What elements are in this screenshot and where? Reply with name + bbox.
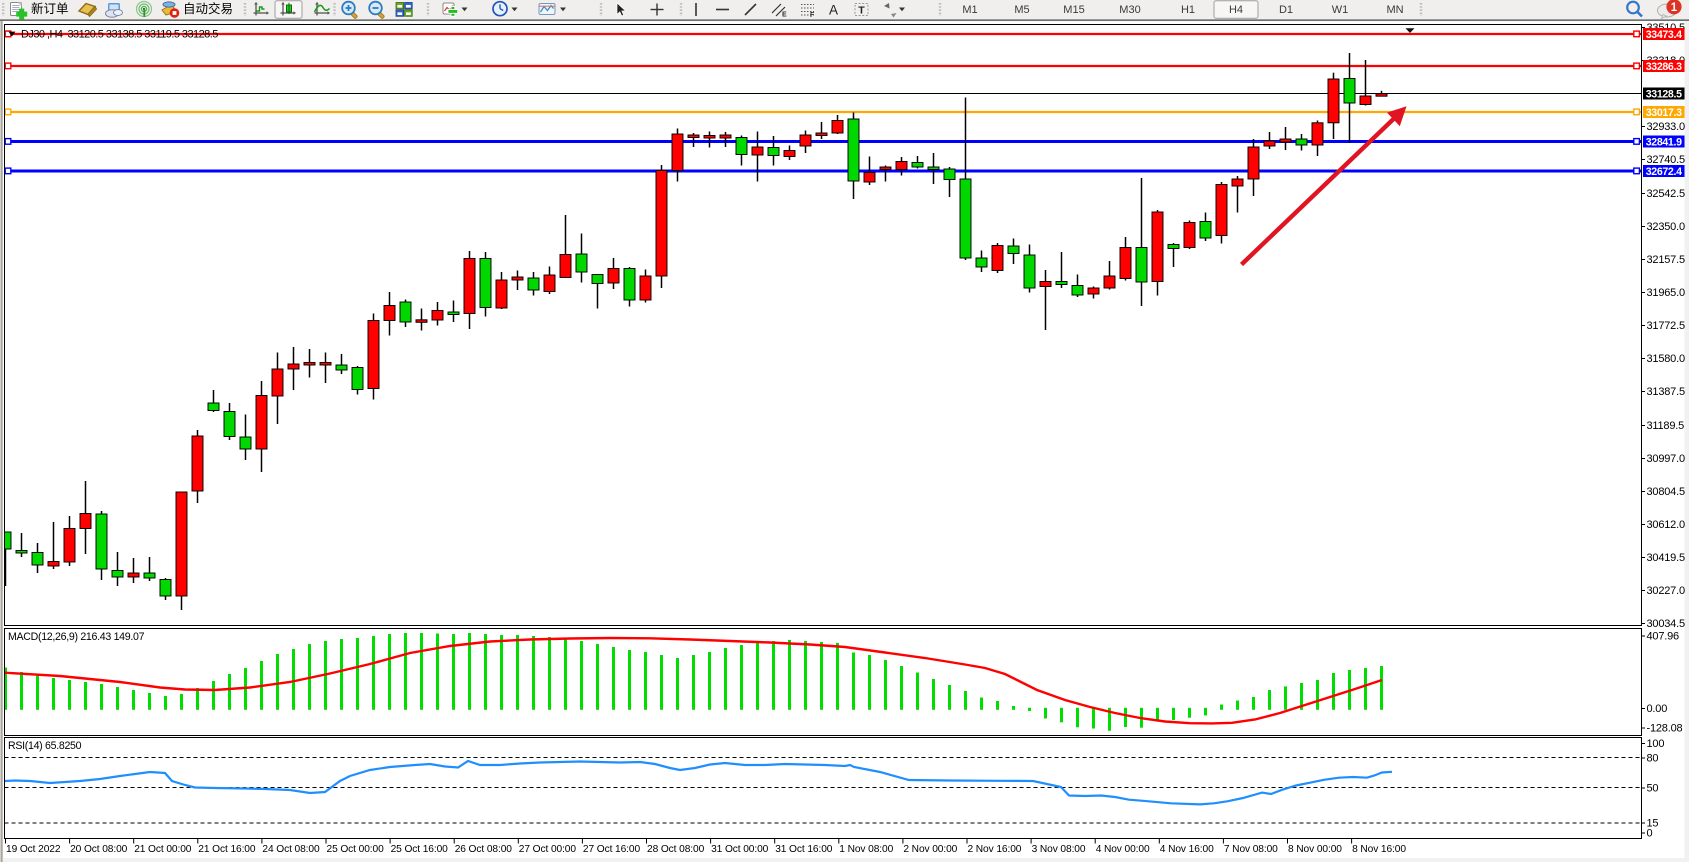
svg-text:21 Oct 00:00: 21 Oct 00:00 xyxy=(134,844,192,855)
svg-text:30997.0: 30997.0 xyxy=(1647,453,1685,465)
svg-text:31772.5: 31772.5 xyxy=(1647,320,1685,332)
svg-text:30419.5: 30419.5 xyxy=(1647,552,1685,564)
svg-text:32672.4: 32672.4 xyxy=(1646,166,1682,178)
svg-text:25 Oct 00:00: 25 Oct 00:00 xyxy=(327,844,385,855)
svg-text:A: A xyxy=(829,3,838,18)
svg-text:33128.5: 33128.5 xyxy=(1646,89,1682,101)
svg-text:32157.5: 32157.5 xyxy=(1647,254,1685,266)
svg-text:20 Oct 08:00: 20 Oct 08:00 xyxy=(70,844,128,855)
svg-text:15: 15 xyxy=(1647,818,1659,830)
svg-text:3 Nov 08:00: 3 Nov 08:00 xyxy=(1032,844,1086,855)
svg-text:4 Nov 00:00: 4 Nov 00:00 xyxy=(1096,844,1150,855)
svg-text:31965.0: 31965.0 xyxy=(1647,287,1685,299)
svg-text:31387.5: 31387.5 xyxy=(1647,386,1685,398)
svg-text:25 Oct 16:00: 25 Oct 16:00 xyxy=(391,844,449,855)
svg-text:50: 50 xyxy=(1647,783,1659,795)
svg-text:W1: W1 xyxy=(1332,4,1349,16)
svg-text:30804.5: 30804.5 xyxy=(1647,486,1685,498)
svg-text:80: 80 xyxy=(1647,753,1659,765)
svg-text:M5: M5 xyxy=(1014,4,1029,16)
svg-text:32841.9: 32841.9 xyxy=(1646,137,1682,149)
svg-text:2 Nov 16:00: 2 Nov 16:00 xyxy=(968,844,1022,855)
svg-text:30034.5: 30034.5 xyxy=(1647,618,1685,630)
svg-text:0.00: 0.00 xyxy=(1647,703,1668,715)
svg-text:D1: D1 xyxy=(1279,4,1293,16)
svg-text:MACD(12,26,9) 216.43 149.07: MACD(12,26,9) 216.43 149.07 xyxy=(8,631,145,643)
svg-text:31 Oct 16:00: 31 Oct 16:00 xyxy=(775,844,833,855)
svg-text:自动交易: 自动交易 xyxy=(183,1,233,16)
svg-text:32933.0: 32933.0 xyxy=(1647,121,1685,133)
svg-text:M30: M30 xyxy=(1119,4,1140,16)
svg-text:31189.5: 31189.5 xyxy=(1647,420,1685,432)
svg-text:8 Nov 00:00: 8 Nov 00:00 xyxy=(1288,844,1342,855)
svg-text:1 Nov 08:00: 1 Nov 08:00 xyxy=(839,844,893,855)
svg-text:1: 1 xyxy=(1671,2,1678,14)
svg-text:31580.0: 31580.0 xyxy=(1647,353,1685,365)
svg-text:32350.0: 32350.0 xyxy=(1647,221,1685,233)
svg-text:M15: M15 xyxy=(1063,4,1084,16)
svg-text:H1: H1 xyxy=(1181,4,1195,16)
svg-text:8 Nov 16:00: 8 Nov 16:00 xyxy=(1352,844,1406,855)
svg-text:24 Oct 08:00: 24 Oct 08:00 xyxy=(262,844,320,855)
svg-text:32542.5: 32542.5 xyxy=(1647,188,1685,200)
svg-text:4 Nov 16:00: 4 Nov 16:00 xyxy=(1160,844,1214,855)
svg-text:21 Oct 16:00: 21 Oct 16:00 xyxy=(198,844,256,855)
svg-text:RSI(14) 65.8250: RSI(14) 65.8250 xyxy=(8,740,82,752)
svg-text:19 Oct 2022: 19 Oct 2022 xyxy=(6,844,61,855)
svg-text:100: 100 xyxy=(1647,738,1665,750)
svg-text:26 Oct 08:00: 26 Oct 08:00 xyxy=(455,844,513,855)
svg-text:28 Oct 08:00: 28 Oct 08:00 xyxy=(647,844,705,855)
svg-text:H4: H4 xyxy=(1229,4,1243,16)
svg-text:E: E xyxy=(782,12,787,19)
svg-text:30612.0: 30612.0 xyxy=(1647,519,1685,531)
svg-text:27 Oct 16:00: 27 Oct 16:00 xyxy=(583,844,641,855)
svg-text:32740.5: 32740.5 xyxy=(1647,154,1685,166)
svg-text:33473.4: 33473.4 xyxy=(1646,29,1682,41)
svg-text:F: F xyxy=(810,12,815,19)
svg-text:2 Nov 00:00: 2 Nov 00:00 xyxy=(903,844,957,855)
svg-text:31 Oct 00:00: 31 Oct 00:00 xyxy=(711,844,769,855)
svg-text:M1: M1 xyxy=(962,4,977,16)
svg-text:-128.08: -128.08 xyxy=(1647,723,1683,735)
svg-text:407.96: 407.96 xyxy=(1647,631,1680,643)
svg-text:MN: MN xyxy=(1386,4,1403,16)
svg-text:7 Nov 08:00: 7 Nov 08:00 xyxy=(1224,844,1278,855)
svg-text:27 Oct 00:00: 27 Oct 00:00 xyxy=(519,844,577,855)
svg-text:33286.3: 33286.3 xyxy=(1646,61,1682,73)
svg-text:0: 0 xyxy=(1647,828,1653,840)
svg-text:30227.0: 30227.0 xyxy=(1647,585,1685,597)
svg-text:DJ30 ,H4 33120.5 33138.5 3311: DJ30 ,H4 33120.5 33138.5 33119.5 33128.5 xyxy=(21,29,218,41)
svg-text:33017.3: 33017.3 xyxy=(1646,107,1682,119)
svg-text:新订单: 新订单 xyxy=(31,1,69,16)
svg-text:T: T xyxy=(858,5,865,17)
